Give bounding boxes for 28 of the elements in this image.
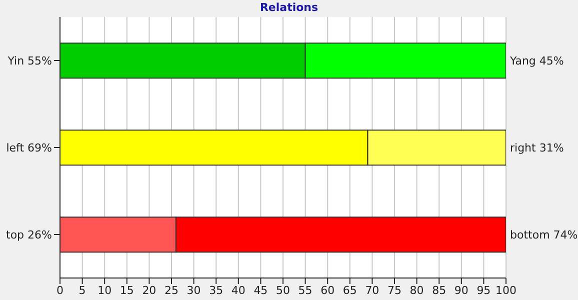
x-tick-label: 75 xyxy=(388,284,402,297)
y-tick-label: left 69% xyxy=(6,141,52,154)
x-tick-label: 55 xyxy=(298,284,312,297)
x-tick-label: 15 xyxy=(120,284,134,297)
x-tick-label: 5 xyxy=(78,284,86,297)
x-tick-label: 20 xyxy=(142,284,156,297)
data-label: bottom 74% xyxy=(510,228,578,242)
x-tick-label: 40 xyxy=(231,284,246,297)
y-tick-label: top 26% xyxy=(6,228,52,242)
x-tick-label: 95 xyxy=(476,284,491,297)
x-tick-label: 50 xyxy=(276,284,290,297)
x-tick-label: 70 xyxy=(365,284,380,297)
x-tick-label: 85 xyxy=(432,284,446,297)
data-label: Yang 45% xyxy=(509,54,564,68)
x-tick-label: 100 xyxy=(496,284,516,297)
chart-title: Relations xyxy=(258,0,320,15)
x-tick-label: 60 xyxy=(320,284,335,297)
x-tick-label: 65 xyxy=(342,284,357,297)
x-tick-label: 30 xyxy=(186,284,201,297)
data-label: right 31% xyxy=(510,142,564,155)
x-tick-label: 90 xyxy=(454,284,468,297)
x-tick-label: 80 xyxy=(410,284,424,297)
x-tick-label: 10 xyxy=(98,284,112,297)
x-tick-label: 25 xyxy=(164,284,178,297)
x-tick-label: 45 xyxy=(254,284,268,297)
x-tick-label: 35 xyxy=(209,284,224,297)
x-tick-label: 0 xyxy=(56,284,64,297)
y-tick-label: Yin 55% xyxy=(6,54,52,68)
